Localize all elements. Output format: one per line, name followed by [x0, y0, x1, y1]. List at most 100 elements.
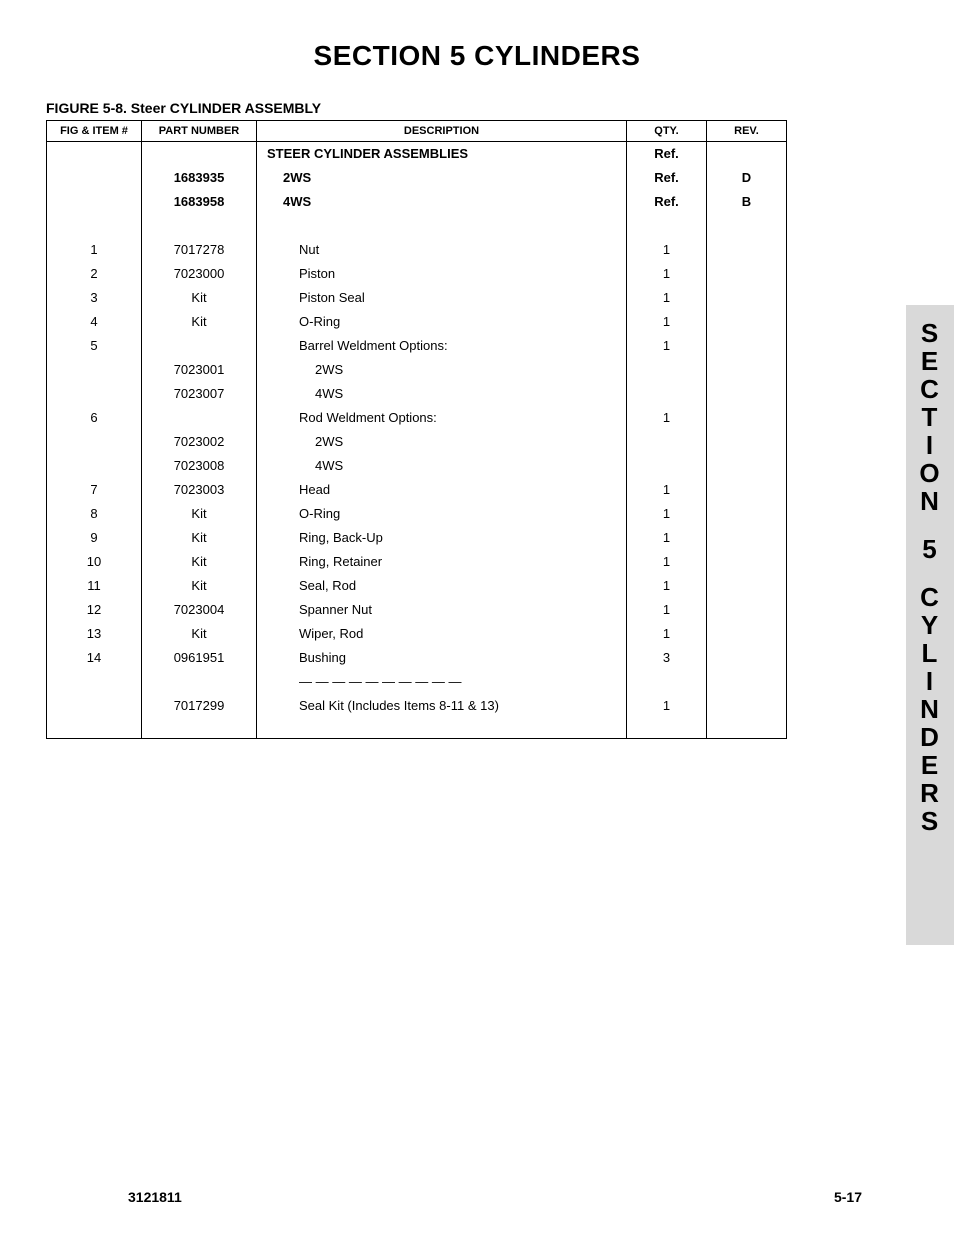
cell-fig: 13 [47, 622, 142, 646]
cell-part: Kit [142, 550, 257, 574]
cell-rev [707, 502, 787, 526]
table-row: 70230022WS [47, 430, 787, 454]
cell-part: 7023000 [142, 262, 257, 286]
cell-qty [627, 358, 707, 382]
cell-part: Kit [142, 286, 257, 310]
cell-desc: 4WS [257, 382, 627, 406]
cell-part [142, 670, 257, 694]
cell-part: Kit [142, 310, 257, 334]
side-tab-letter: Y [921, 611, 939, 639]
cell-qty: 1 [627, 526, 707, 550]
cell-desc: Bushing [257, 646, 627, 670]
cell-part: 7023002 [142, 430, 257, 454]
cell-fig: 9 [47, 526, 142, 550]
cell-qty: 1 [627, 550, 707, 574]
cell-qty [627, 670, 707, 694]
cell-qty: 1 [627, 262, 707, 286]
cell-desc: 4WS [257, 190, 627, 214]
cell-fig [47, 430, 142, 454]
parts-table: FIG & ITEM # PART NUMBER DESCRIPTION QTY… [46, 120, 787, 739]
cell-qty: Ref. [627, 190, 707, 214]
cell-fig [47, 142, 142, 167]
table-row: 17017278Nut1 [47, 238, 787, 262]
cell-rev [707, 334, 787, 358]
cell-desc: STEER CYLINDER ASSEMBLIES [257, 142, 627, 167]
table-row: STEER CYLINDER ASSEMBLIESRef. [47, 142, 787, 167]
footer-page-number: 5-17 [834, 1189, 862, 1205]
side-tab-letter: S [921, 807, 939, 835]
figure-title: Steer CYLINDER ASSEMBLY [131, 100, 321, 116]
cell-fig: 3 [47, 286, 142, 310]
cell-rev [707, 406, 787, 430]
cell-qty: 1 [627, 694, 707, 718]
cell-fig [47, 358, 142, 382]
cell-part: 1683958 [142, 190, 257, 214]
cell-fig [47, 670, 142, 694]
cell-part: Kit [142, 502, 257, 526]
cell-fig: 12 [47, 598, 142, 622]
cell-qty: Ref. [627, 166, 707, 190]
table-row: 4KitO-Ring1 [47, 310, 787, 334]
table-row: 70230084WS [47, 454, 787, 478]
cell-desc: O-Ring [257, 310, 627, 334]
cell-blank [627, 214, 707, 238]
cell-rev [707, 454, 787, 478]
cell-rev [707, 478, 787, 502]
table-row: 127023004Spanner Nut1 [47, 598, 787, 622]
cell-rev [707, 430, 787, 454]
cell-part: 0961951 [142, 646, 257, 670]
table-row: 6Rod Weldment Options:1 [47, 406, 787, 430]
col-header-fig: FIG & ITEM # [47, 121, 142, 142]
cell-qty: 3 [627, 646, 707, 670]
cell-desc: 2WS [257, 166, 627, 190]
section-side-tab: SECTION5CYLINDERS [906, 305, 954, 945]
cell-filler [142, 718, 257, 738]
cell-desc: Piston Seal [257, 286, 627, 310]
cell-filler [47, 718, 142, 738]
cell-desc: O-Ring [257, 502, 627, 526]
footer-doc-number: 3121811 [128, 1189, 182, 1205]
cell-rev [707, 526, 787, 550]
section-title: SECTION 5 CYLINDERS [40, 40, 914, 72]
cell-desc: Ring, Back-Up [257, 526, 627, 550]
cell-rev [707, 550, 787, 574]
side-tab-letter: S [921, 319, 939, 347]
cell-desc: Piston [257, 262, 627, 286]
table-row: 5Barrel Weldment Options:1 [47, 334, 787, 358]
cell-rev [707, 382, 787, 406]
cell-part: 1683935 [142, 166, 257, 190]
cell-qty: 1 [627, 622, 707, 646]
cell-desc: Nut [257, 238, 627, 262]
cell-desc: — — — — — — — — — — [257, 670, 627, 694]
page-footer: 3121811 5-17 [128, 1189, 862, 1205]
cell-fig: 2 [47, 262, 142, 286]
page: SECTION 5 CYLINDERS FIGURE 5-8. Steer CY… [0, 0, 954, 1235]
table-row: 8KitO-Ring1 [47, 502, 787, 526]
side-tab-letter: D [920, 723, 940, 751]
cell-qty: 1 [627, 406, 707, 430]
table-body: STEER CYLINDER ASSEMBLIESRef.16839352WSR… [47, 142, 787, 739]
cell-part: 7023003 [142, 478, 257, 502]
cell-part: 7017278 [142, 238, 257, 262]
side-tab-letter: T [922, 403, 939, 431]
cell-desc: Barrel Weldment Options: [257, 334, 627, 358]
table-row: — — — — — — — — — — [47, 670, 787, 694]
cell-fig: 4 [47, 310, 142, 334]
cell-desc: Seal Kit (Includes Items 8-11 & 13) [257, 694, 627, 718]
cell-part [142, 334, 257, 358]
cell-rev: D [707, 166, 787, 190]
cell-desc: Seal, Rod [257, 574, 627, 598]
cell-rev [707, 670, 787, 694]
col-header-qty: QTY. [627, 121, 707, 142]
cell-fig: 10 [47, 550, 142, 574]
cell-filler [707, 718, 787, 738]
cell-fig [47, 166, 142, 190]
table-row: 16839584WSRef.B [47, 190, 787, 214]
cell-rev [707, 310, 787, 334]
cell-part: Kit [142, 574, 257, 598]
cell-qty: 1 [627, 598, 707, 622]
cell-qty [627, 430, 707, 454]
cell-desc: Spanner Nut [257, 598, 627, 622]
side-tab-letter: N [920, 695, 940, 723]
cell-rev: B [707, 190, 787, 214]
